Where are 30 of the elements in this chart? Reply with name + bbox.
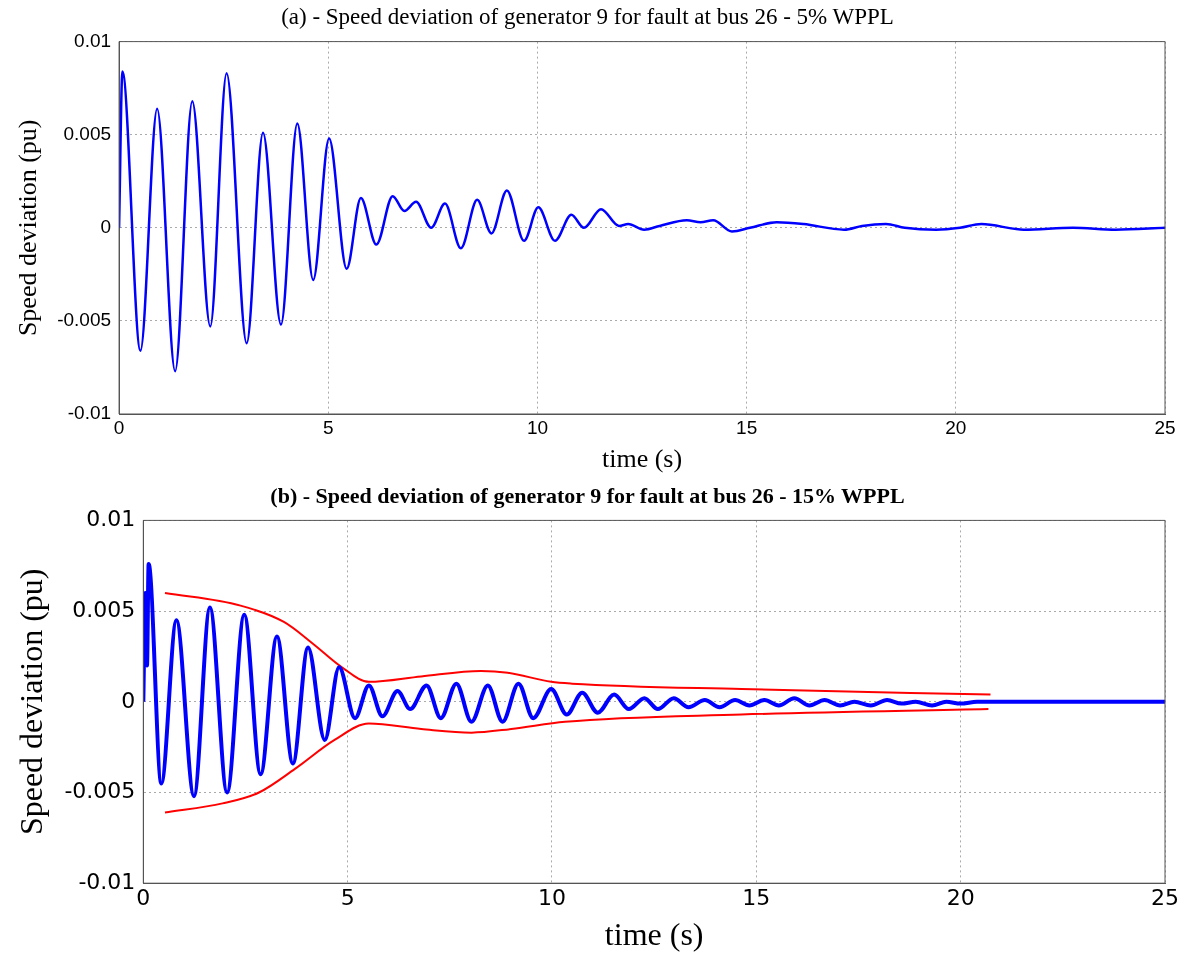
- x-axis-title: time (s): [601, 444, 683, 474]
- chart-title: (a) - Speed deviation of generator 9 for fault at bus 26 - 5% WPPL: [281, 3, 894, 29]
- x-tick-label: 10: [526, 416, 549, 438]
- x-tick-label: 20: [945, 416, 967, 438]
- x-tick-label: 25: [1154, 416, 1176, 438]
- y-axis-title: Speed deviation (pu): [13, 119, 43, 337]
- x-tick-label: 15: [736, 416, 758, 438]
- y-tick-label: 0.005: [72, 596, 136, 622]
- x-tick-label: 5: [340, 885, 355, 911]
- y-tick-label: 0.01: [86, 506, 136, 532]
- y-tick-label: 0.005: [63, 122, 112, 144]
- x-tick-label: 20: [946, 885, 975, 911]
- chart-title: (b) - Speed deviation of generator 9 for fault at bus 26 - 15% WPPL: [270, 482, 905, 508]
- y-tick-label: -0.005: [64, 778, 136, 804]
- line-series: [163, 708, 990, 814]
- y-tick-label: 0: [121, 687, 136, 713]
- line-series: [143, 561, 1165, 799]
- line-series: [163, 591, 992, 696]
- y-tick-label: -0.01: [67, 402, 112, 424]
- x-tick-label: 10: [537, 885, 566, 911]
- y-tick-label: -0.005: [57, 309, 112, 331]
- x-axis-title: time (s): [604, 916, 704, 953]
- y-tick-label: -0.01: [78, 868, 136, 894]
- x-tick-label: 15: [742, 885, 771, 911]
- x-tick-label: 5: [322, 416, 334, 438]
- x-tick-label: 25: [1151, 885, 1179, 911]
- line-series: [119, 70, 1165, 373]
- y-tick-label: 0.01: [74, 29, 112, 51]
- y-tick-label: 0: [100, 216, 112, 238]
- y-axis-title: Speed deviation (pu): [12, 568, 49, 836]
